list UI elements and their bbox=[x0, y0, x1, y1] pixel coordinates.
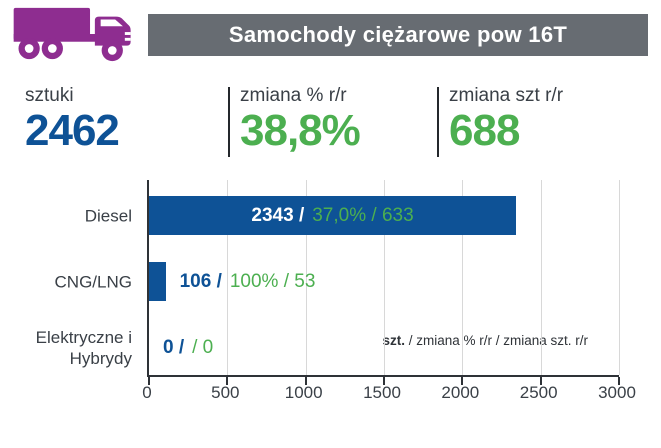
x-tick-label: 3000 bbox=[598, 383, 636, 402]
axis-tick bbox=[618, 377, 620, 385]
category-label-cng-lng: CNG/LNG bbox=[54, 272, 132, 291]
stat-change-units-label: zmiana szt r/r bbox=[449, 85, 564, 106]
axis-tick bbox=[304, 377, 307, 385]
stat-units-value: 2462 bbox=[25, 106, 120, 155]
stat-change-percent-label: zmiana % r/r bbox=[240, 85, 347, 106]
legend-note-rest: / zmiana % r/r / zmiana szt. r/r bbox=[404, 333, 588, 348]
x-tick-label: 1000 bbox=[284, 383, 323, 402]
x-tick-label: 2500 bbox=[519, 383, 558, 402]
gridline bbox=[384, 180, 385, 375]
category-label-elektryczne-i-hybrydy: Elektryczne i Hybrydy bbox=[35, 327, 132, 368]
stat-units: sztuki 2462 bbox=[25, 84, 120, 155]
x-tick-label: 500 bbox=[211, 383, 240, 402]
axis-tick bbox=[226, 377, 229, 385]
axis-tick bbox=[148, 377, 150, 385]
gridline bbox=[462, 180, 464, 375]
x-tick-label: 1500 bbox=[363, 383, 401, 402]
bar-count-text: 0 / bbox=[163, 336, 185, 358]
x-tick-label: 2000 bbox=[441, 383, 480, 402]
x-tick-label: 0 bbox=[142, 383, 152, 402]
bar-value-label-elektryczne-i-hybrydy: 0 / / 0 bbox=[163, 337, 213, 359]
bar-diesel bbox=[149, 196, 517, 235]
stat-change-percent-value: 38,8% bbox=[240, 106, 361, 155]
gridline bbox=[227, 180, 229, 375]
bar-chart: Diesel CNG/LNG Elektryczne i Hybrydy szt. … bbox=[0, 180, 661, 420]
legend-note-prefix: szt. bbox=[382, 333, 405, 348]
axis-tick bbox=[461, 377, 464, 385]
header-bar: Samochody ciężarowe pow 16T bbox=[148, 14, 648, 56]
gridline bbox=[619, 180, 620, 375]
stat-change-units: zmiana szt r/r 688 bbox=[449, 84, 563, 154]
stat-divider bbox=[437, 87, 439, 157]
axis-tick bbox=[383, 377, 385, 385]
bar-change-text: 37,0% / 633 bbox=[312, 204, 414, 226]
legend-note: szt. / zmiana % r/r / zmiana szt. r/r bbox=[382, 332, 588, 350]
bar-cng-lng bbox=[149, 262, 166, 301]
bar-change-text: / 0 bbox=[192, 336, 214, 358]
axis-tick bbox=[539, 377, 542, 385]
bar-count-text: 2343 / bbox=[251, 204, 305, 226]
plot-area: szt. / zmiana % r/r / zmiana szt. r/r 23… bbox=[147, 180, 620, 385]
gridline bbox=[305, 180, 307, 375]
bar-change-text: 100% / 53 bbox=[229, 270, 316, 292]
bar-count-text: 106 / bbox=[179, 270, 222, 292]
category-label-diesel: Diesel bbox=[84, 206, 132, 225]
gridline bbox=[540, 180, 542, 375]
stat-change-units-value: 688 bbox=[449, 106, 520, 155]
category-axis: Diesel CNG/LNG Elektryczne i Hybrydy bbox=[0, 180, 132, 375]
stat-change-percent: zmiana % r/r 38,8% bbox=[240, 84, 361, 155]
bar-value-label-cng-lng: 106 / 100% / 53 bbox=[180, 271, 316, 293]
page-title: Samochody ciężarowe pow 16T bbox=[228, 22, 568, 47]
stat-divider bbox=[228, 87, 230, 157]
stat-units-label: sztuki bbox=[25, 85, 74, 106]
truck-icon bbox=[13, 7, 131, 62]
bar-value-label-diesel: 2343 / 37,0% / 633 bbox=[149, 205, 516, 227]
x-axis-labels: 0 500 1000 1500 2000 2500 3000 bbox=[142, 383, 636, 405]
